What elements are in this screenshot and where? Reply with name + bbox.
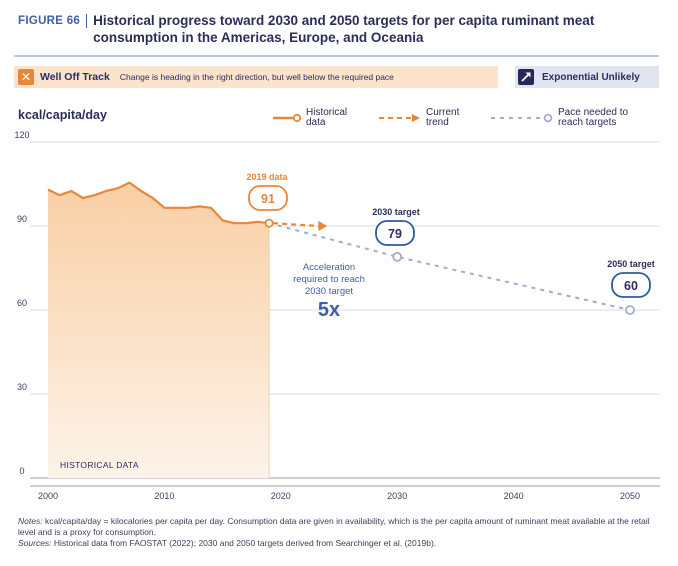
legend-current: Current trend	[378, 108, 472, 128]
legend-current-swatch	[379, 114, 420, 122]
historical-area-label: HISTORICAL DATA	[60, 460, 139, 470]
badge-2019	[248, 185, 288, 211]
sources-label: Sources:	[18, 538, 52, 548]
pace-target-point-2030	[392, 251, 403, 262]
legend-pace-swatch	[491, 113, 553, 123]
notes-label: Notes:	[18, 516, 43, 526]
y-axis-label: kcal/capita/day	[18, 108, 107, 122]
legend-historical-swatch	[273, 113, 302, 123]
badge-2019-value: 91	[261, 192, 275, 206]
y-tick-label-30: 30	[17, 382, 27, 392]
y-tick-label-120: 120	[14, 130, 29, 140]
notes: Notes: kcal/capita/day = kilocalories pe…	[18, 516, 663, 549]
exponential-title: Exponential Unlikely	[542, 71, 640, 83]
x-tick-label-2030: 2030	[387, 491, 407, 501]
historical-area	[48, 182, 270, 478]
figure-title: Historical progress toward 2030 and 2050…	[93, 13, 595, 45]
figure-label: FIGURE 66	[18, 15, 81, 27]
badge-2030-value: 79	[388, 227, 402, 241]
title-divider	[86, 14, 88, 28]
x-tick-label-2040: 2040	[504, 491, 524, 501]
acceleration-line-3: 2030 target	[305, 286, 353, 297]
annotation-2019-label: 2019 data	[246, 172, 288, 182]
pace-target-point-2050	[625, 305, 635, 315]
status-description: Change is heading in the right direction…	[119, 72, 394, 82]
status-bar: ✕ Well Off Track Change is heading in th…	[14, 66, 498, 88]
diagonal-arrow-icon	[518, 69, 534, 85]
legend-pace: Pace needed to reach targets	[490, 108, 654, 128]
acceleration-line-1: Acceleration	[303, 262, 355, 273]
figure-header: FIGURE 66 Historical progress toward 203…	[18, 12, 668, 46]
x-tick-label-2020: 2020	[271, 491, 291, 501]
acceleration-value: 5x	[318, 299, 340, 321]
annotation-2030-label: 2030 target	[372, 207, 420, 217]
x-icon: ✕	[18, 69, 34, 85]
sources-text: Historical data from FAOSTAT (2022); 203…	[51, 538, 437, 548]
legend-current-label: Current trend	[426, 107, 460, 128]
legend-pace-label: Pace needed to reach targets	[558, 107, 629, 128]
y-tick-label-60: 60	[17, 298, 27, 308]
pace-needed-line	[268, 222, 631, 311]
current-trend-line	[273, 222, 320, 228]
y-tick-label-0: 0	[19, 466, 24, 476]
x-tick-label-2050: 2050	[620, 491, 640, 501]
status-title: Well Off Track	[40, 71, 110, 83]
notes-line: Notes: kcal/capita/day = kilocalories pe…	[18, 516, 663, 538]
historical-line	[47, 181, 270, 225]
annotation-2050-label: 2050 target	[607, 259, 655, 269]
badge-2050	[611, 272, 651, 298]
badge-2050-value: 60	[624, 279, 638, 293]
sources-line: Sources: Historical data from FAOSTAT (2…	[18, 538, 663, 549]
x-tick-label-2000: 2000	[38, 491, 58, 501]
current-trend-arrow	[318, 221, 328, 231]
historical-endpoint	[264, 218, 274, 228]
badge-2030	[375, 220, 415, 246]
x-tick-label-2010: 2010	[154, 491, 174, 501]
acceleration-line-2: required to reach	[293, 274, 365, 285]
legend-historical-label: Historical data	[306, 107, 348, 128]
y-tick-label-90: 90	[17, 214, 27, 224]
notes-text: kcal/capita/day = kilocalories per capit…	[18, 516, 650, 537]
header-rule	[14, 55, 659, 57]
legend-historical: Historical data	[272, 108, 366, 128]
exponential-bar: Exponential Unlikely	[515, 66, 659, 88]
